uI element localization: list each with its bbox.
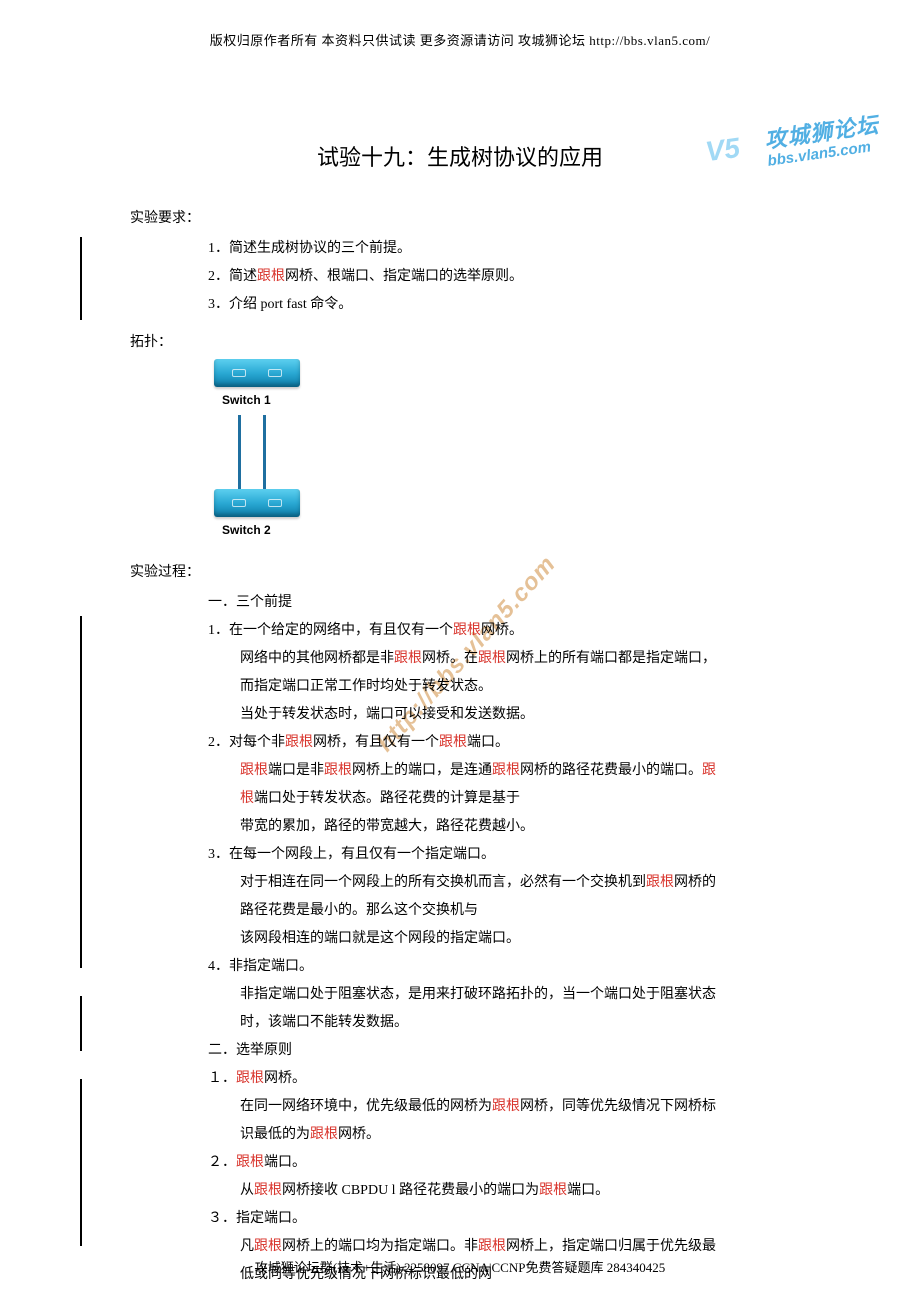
- list-item: 2．对每个非跟根网桥，有且仅有一个跟根端口。: [208, 729, 790, 757]
- requirement-item: 3．介绍 port fast 命令。: [208, 291, 790, 319]
- body-text: 路径花费是最小的。那么这个交换机与: [208, 897, 790, 925]
- process-section: 实验过程： 一．三个前提 1．在一个给定的网络中，有且仅有一个跟根网桥。 网络中…: [130, 561, 790, 1289]
- requirement-item: 2．简述跟根网桥、根端口、指定端口的选举原则。: [208, 263, 790, 291]
- body-text: 网络中的其他网桥都是非跟根网桥。在跟根网桥上的所有端口都是指定端口，: [208, 645, 790, 673]
- switch-icon: [214, 489, 300, 517]
- body-text: 根端口处于转发状态。路径花费的计算是基于: [208, 785, 790, 813]
- process-label: 实验过程：: [130, 561, 790, 581]
- body-text: 当处于转发状态时，端口可以接受和发送数据。: [208, 701, 790, 729]
- heading-premises: 一．三个前提: [208, 589, 790, 617]
- page-header: 版权归原作者所有 本资料只供试读 更多资源请访问 攻城狮论坛 http://bb…: [0, 30, 920, 49]
- document-body: 试验十九：生成树协议的应用 实验要求： 1．简述生成树协议的三个前提。 2．简述…: [130, 65, 790, 1289]
- list-item: １．跟根网桥。: [208, 1065, 790, 1093]
- list-item: ２．跟根端口。: [208, 1149, 790, 1177]
- body-text: 该网段相连的端口就是这个网段的指定端口。: [208, 925, 790, 953]
- body-text: 带宽的累加，路径的带宽越大，路径花费越小。: [208, 813, 790, 841]
- body-text: 时，该端口不能转发数据。: [208, 1009, 790, 1037]
- requirements-list: 1．简述生成树协议的三个前提。 2．简述跟根网桥、根端口、指定端口的选举原则。 …: [208, 235, 790, 319]
- switch-label: Switch 1: [222, 393, 328, 407]
- switch-icon: [214, 359, 300, 387]
- body-text: 识最低的为跟根网桥。: [208, 1121, 790, 1149]
- list-item: 4．非指定端口。: [208, 953, 790, 981]
- revision-bar: [80, 237, 82, 320]
- revision-bar: [80, 1079, 82, 1246]
- body-text: 而指定端口正常工作时均处于转发状态。: [208, 673, 790, 701]
- heading-election: 二．选举原则: [208, 1037, 790, 1065]
- requirement-item: 1．简述生成树协议的三个前提。: [208, 235, 790, 263]
- body-text: 在同一网络环境中，优先级最低的网桥为跟根网桥，同等优先级情况下网桥标: [208, 1093, 790, 1121]
- revision-bar: [80, 616, 82, 968]
- switch-label: Switch 2: [222, 523, 328, 537]
- link-line: [263, 415, 266, 489]
- topology-label: 拓扑：: [130, 331, 790, 351]
- topology-links: [238, 415, 328, 489]
- document-title: 试验十九：生成树协议的应用: [130, 140, 790, 172]
- topology-diagram: Switch 1 Switch 2: [208, 359, 328, 537]
- list-item: 3．在每一个网段上，有且仅有一个指定端口。: [208, 841, 790, 869]
- revision-bar: [80, 996, 82, 1051]
- list-item: 1．在一个给定的网络中，有且仅有一个跟根网桥。: [208, 617, 790, 645]
- link-line: [238, 415, 241, 489]
- list-item: ３．指定端口。: [208, 1205, 790, 1233]
- body-text: 对于相连在同一个网段上的所有交换机而言，必然有一个交换机到跟根网桥的: [208, 869, 790, 897]
- process-body: 一．三个前提 1．在一个给定的网络中，有且仅有一个跟根网桥。 网络中的其他网桥都…: [208, 589, 790, 1289]
- body-text: 跟根端口是非跟根网桥上的端口，是连通跟根网桥的路径花费最小的端口。跟: [208, 757, 790, 785]
- body-text: 从跟根网桥接收 CBPDU l 路径花费最小的端口为跟根端口。: [208, 1177, 790, 1205]
- body-text: 非指定端口处于阻塞状态，是用来打破环路拓扑的，当一个端口处于阻塞状态: [208, 981, 790, 1009]
- requirements-label: 实验要求：: [130, 207, 790, 227]
- page-footer: 攻城狮论坛群(技术+生活) 2258097 CCNA|CCNP免费答疑题库 28…: [0, 1257, 920, 1276]
